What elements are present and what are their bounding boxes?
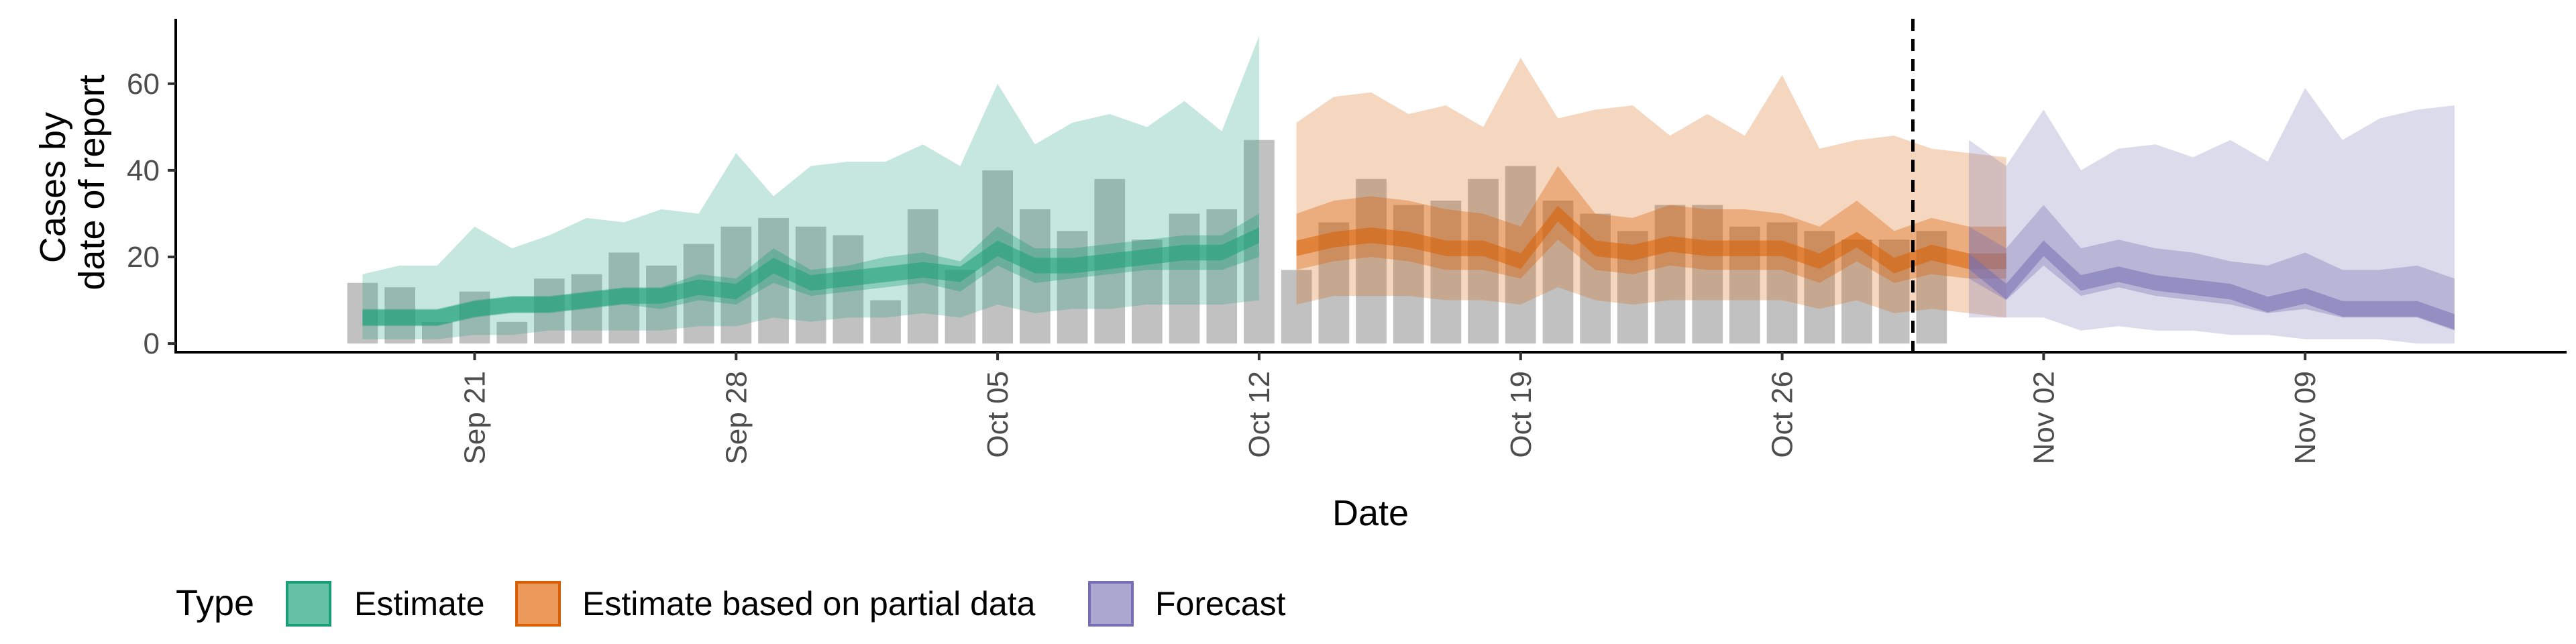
bar	[1057, 231, 1088, 344]
x-tick-label: Oct 26	[1766, 371, 1799, 458]
forecast-band-median	[1969, 240, 2455, 330]
y-tick-label: 0	[144, 327, 160, 360]
bar	[496, 321, 528, 344]
y-tick-label: 60	[127, 68, 160, 101]
estimate-bands	[362, 36, 2455, 344]
x-ticks: Sep 21 Sep 28 Oct 05 Oct 12 Oct 19 Oct 26 Nov …	[459, 352, 2322, 464]
estimate-band-median	[362, 227, 1259, 325]
legend-label-partial: Estimate based on partial data	[582, 585, 1036, 623]
bar	[1841, 239, 1872, 344]
bar	[1430, 201, 1462, 344]
legend-title: Type	[176, 583, 254, 623]
estimate-based-on-partial-data-band-median	[1296, 205, 2006, 274]
bar	[1393, 205, 1424, 343]
y-axis-title-line-2: date of report	[72, 74, 112, 290]
bar	[870, 300, 901, 343]
legend-key-estimate	[286, 581, 331, 627]
bar	[1281, 270, 1312, 344]
legend-key-partial	[515, 581, 561, 627]
y-axis-title: Cases by date of report	[33, 74, 112, 290]
bar	[1468, 178, 1499, 344]
bar	[1692, 205, 1723, 343]
legend-label-forecast: Forecast	[1155, 585, 1286, 623]
bar	[833, 235, 864, 344]
bar	[422, 321, 453, 344]
legend: Type Estimate Estimate based on partial …	[176, 581, 1286, 627]
y-ticks: 0 20 40 60	[127, 68, 176, 360]
x-tick-label: Sep 21	[459, 371, 492, 464]
x-tick-label: Oct 19	[1505, 371, 1538, 458]
x-axis-title: Date	[1332, 493, 1409, 533]
axes	[174, 19, 2567, 354]
y-tick-label: 40	[127, 154, 160, 187]
bar	[1169, 213, 1200, 344]
x-tick-label: Nov 02	[2027, 371, 2060, 464]
bar	[758, 217, 789, 344]
bar	[1020, 209, 1051, 344]
x-tick-label: Oct 12	[1243, 371, 1276, 458]
x-tick-label: Oct 05	[981, 371, 1014, 458]
y-axis-title-line-1: Cases by	[33, 112, 73, 263]
bar	[646, 265, 677, 344]
x-tick-label: Nov 09	[2289, 371, 2322, 464]
legend-label-estimate: Estimate	[354, 585, 485, 623]
x-tick-label: Sep 28	[720, 371, 753, 464]
bar	[1356, 178, 1387, 344]
bar	[1654, 205, 1686, 343]
legend-key-forecast	[1088, 581, 1134, 627]
y-tick-label: 20	[127, 241, 160, 274]
bar	[1206, 209, 1238, 344]
bar	[945, 270, 976, 344]
